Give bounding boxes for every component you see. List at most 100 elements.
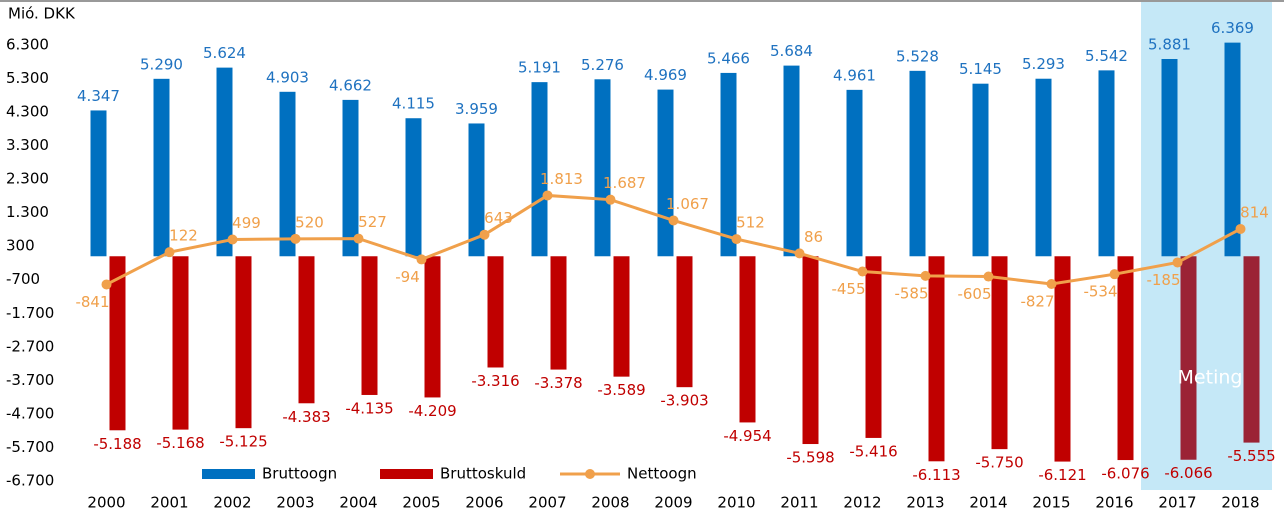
value-label: -4.135 <box>345 399 393 417</box>
line-point <box>857 266 868 277</box>
value-label: 3.959 <box>455 100 498 118</box>
value-label: 1.813 <box>540 170 583 188</box>
value-label: 4.961 <box>833 66 876 84</box>
x-tick-label: 2010 <box>717 494 755 512</box>
bar <box>676 256 693 388</box>
value-label: 512 <box>736 214 765 232</box>
value-label: 5.191 <box>518 59 561 77</box>
value-label: -605 <box>957 285 991 303</box>
value-label: 1.067 <box>666 195 709 213</box>
legend-swatch <box>202 469 255 479</box>
y-tick-label: 300 <box>6 237 35 255</box>
bar <box>405 118 422 257</box>
x-tick-label: 2018 <box>1221 494 1259 512</box>
value-label: -5.555 <box>1227 447 1275 465</box>
line-point <box>1046 279 1057 290</box>
value-label: -6.066 <box>1164 464 1212 482</box>
value-label: 4.662 <box>329 76 372 94</box>
x-tick-label: 2000 <box>87 494 125 512</box>
line-point <box>101 279 112 290</box>
bar <box>991 256 1008 450</box>
value-label: -585 <box>894 284 928 302</box>
line-point <box>668 215 679 226</box>
bar <box>928 256 945 462</box>
legend-label: Nettoogn <box>627 465 697 483</box>
value-label: 86 <box>804 228 823 246</box>
value-label: -4.383 <box>282 408 330 426</box>
line-point <box>731 234 742 245</box>
legend-label: Bruttoskuld <box>440 465 526 483</box>
bar <box>972 83 989 257</box>
line-point <box>920 270 931 281</box>
bar <box>109 256 126 431</box>
x-tick-label: 2006 <box>465 494 503 512</box>
bar <box>424 256 441 398</box>
value-label: -841 <box>75 293 109 311</box>
bar <box>739 256 756 423</box>
bar <box>1098 70 1115 257</box>
value-label: -6.121 <box>1038 466 1086 484</box>
bar <box>235 256 252 429</box>
value-label: -3.903 <box>660 392 708 410</box>
y-tick-label: 1.300 <box>6 203 49 221</box>
x-tick-label: 2016 <box>1095 494 1133 512</box>
value-label: -5.168 <box>156 434 204 452</box>
bar <box>487 256 504 368</box>
y-tick-label: 6.300 <box>6 35 49 53</box>
y-tick-label: -700 <box>6 270 40 288</box>
bar <box>550 256 567 370</box>
y-tick-label: -4.700 <box>6 404 54 422</box>
value-label: -185 <box>1146 271 1180 289</box>
value-label: -3.589 <box>597 381 645 399</box>
value-label: -5.750 <box>975 454 1023 472</box>
value-label: 6.369 <box>1211 19 1254 37</box>
y-tick-label: -5.700 <box>6 438 54 456</box>
value-label: 5.293 <box>1022 55 1065 73</box>
bar <box>657 89 674 257</box>
line-point <box>542 190 553 201</box>
value-label: 520 <box>295 213 324 231</box>
x-tick-label: 2001 <box>150 494 188 512</box>
x-tick-label: 2003 <box>276 494 314 512</box>
value-label: -3.316 <box>471 372 519 390</box>
bar <box>361 256 378 395</box>
line-point <box>164 247 175 258</box>
value-label: 5.276 <box>581 56 624 74</box>
bar <box>1035 78 1052 257</box>
value-label: -6.113 <box>912 466 960 484</box>
bar <box>1224 42 1241 257</box>
line-point <box>1109 269 1120 280</box>
bar <box>865 256 882 438</box>
value-label: -4.209 <box>408 402 456 420</box>
value-label: -534 <box>1083 283 1117 301</box>
value-label: -5.416 <box>849 442 897 460</box>
x-tick-label: 2008 <box>591 494 629 512</box>
x-tick-label: 2011 <box>780 494 818 512</box>
value-label: 5.528 <box>896 47 939 65</box>
value-label: -6.076 <box>1101 465 1149 483</box>
x-tick-label: 2014 <box>969 494 1007 512</box>
line-point <box>983 271 994 282</box>
y-tick-label: -2.700 <box>6 337 54 355</box>
value-label: 527 <box>358 213 387 231</box>
bar <box>613 256 630 377</box>
x-tick-label: 2009 <box>654 494 692 512</box>
x-tick-label: 2004 <box>339 494 377 512</box>
value-label: 643 <box>484 209 513 227</box>
value-label: -3.378 <box>534 374 582 392</box>
bar <box>172 256 189 430</box>
bar <box>468 123 485 257</box>
line-point <box>1235 223 1246 234</box>
bar <box>594 79 611 257</box>
y-axis-label: Mió. DKK <box>8 5 76 23</box>
x-tick-label: 2013 <box>906 494 944 512</box>
value-label: 122 <box>169 227 198 245</box>
value-label: 4.903 <box>266 68 309 86</box>
x-tick-label: 2002 <box>213 494 251 512</box>
value-label: -5.125 <box>219 433 267 451</box>
value-label: 5.624 <box>203 44 246 62</box>
value-label: 5.542 <box>1085 47 1128 65</box>
annotation: Meting <box>1178 367 1243 389</box>
y-tick-label: 3.300 <box>6 136 49 154</box>
